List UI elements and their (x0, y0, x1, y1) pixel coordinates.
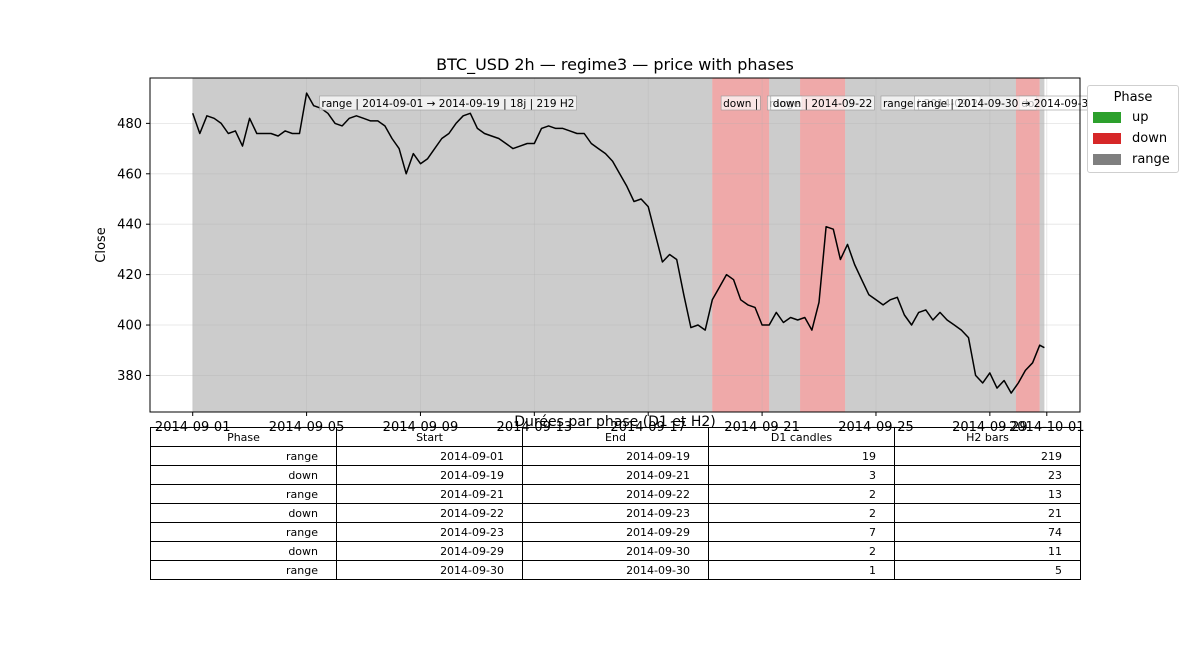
cell-end: 2014-09-23 (522, 503, 709, 523)
table-row: range 2014-09-21 2014-09-22 2 13 (150, 484, 1081, 504)
chart-title: BTC_USD 2h — regime3 — price with phases (436, 55, 794, 75)
cell-phase: range (150, 484, 337, 504)
y-tick-label: 440 (117, 218, 142, 233)
cell-phase: range (150, 446, 337, 466)
cell-start: 2014-09-23 (336, 522, 523, 542)
phase-band-range (1039, 78, 1045, 412)
phase-label-down: down | 2014-09-22 (770, 95, 875, 111)
header-start: Start (336, 427, 523, 447)
plot-frame (149, 77, 1081, 413)
table-row: range 2014-09-23 2014-09-29 7 74 (150, 522, 1081, 542)
phase-label-range: range | 2014-09-01 → 2014-09-19 | 18j | … (319, 95, 577, 111)
header-d1-candles: D1 candles (708, 427, 895, 447)
legend-entry-up: up (1093, 108, 1149, 126)
cell-phase: range (150, 522, 337, 542)
table-row: down 2014-09-19 2014-09-21 3 23 (150, 465, 1081, 485)
cell-phase: down (150, 503, 337, 523)
table-header-row: Phase Start End D1 candles H2 bars (150, 427, 1081, 447)
legend-entry-range: range (1093, 150, 1170, 168)
cell-phase: down (150, 465, 337, 485)
cell-h2-bars: 74 (894, 522, 1081, 542)
phase-bands (192, 78, 1045, 412)
cell-h2-bars: 13 (894, 484, 1081, 504)
cell-d1-candles: 7 (708, 522, 895, 542)
table-row: range 2014-09-01 2014-09-19 19 219 (150, 446, 1081, 466)
phase-label-box (319, 95, 577, 111)
legend: Phase up down range (1087, 85, 1179, 173)
cell-start: 2014-09-30 (336, 560, 523, 580)
grid (150, 78, 1080, 412)
cell-start: 2014-09-21 (336, 484, 523, 504)
cell-h2-bars: 23 (894, 465, 1081, 485)
cell-end: 2014-09-19 (522, 446, 709, 466)
y-tick-label: 480 (117, 117, 142, 132)
table-row: range 2014-09-30 2014-09-30 1 5 (150, 560, 1081, 580)
table-row: down 2014-09-29 2014-09-30 2 11 (150, 541, 1081, 561)
cell-h2-bars: 219 (894, 446, 1081, 466)
cell-start: 2014-09-01 (336, 446, 523, 466)
phase-label-box (720, 95, 761, 111)
legend-swatch-down (1093, 132, 1121, 144)
phase-label-text: down | (723, 98, 758, 110)
phase-label-down: down | (720, 95, 761, 111)
phase-label-text: range | 2014-09-01 → 2014-09-19 | 18j | … (322, 98, 575, 110)
y-tick-label: 420 (117, 268, 142, 283)
phase-label-text: down | 2014-09-22 (773, 98, 873, 110)
cell-h2-bars: 11 (894, 541, 1081, 561)
cell-end: 2014-09-30 (522, 541, 709, 561)
phase-labels: range | 2014-09-01 → 2014-09-19 | 18j | … (319, 95, 1152, 111)
cell-end: 2014-09-29 (522, 522, 709, 542)
legend-label-down: down (1132, 130, 1168, 146)
cell-phase: down (150, 541, 337, 561)
legend-swatch-range (1093, 153, 1121, 165)
price-series (191, 92, 1045, 394)
cell-start: 2014-09-29 (336, 541, 523, 561)
price-line (191, 92, 1045, 394)
cell-d1-candles: 19 (708, 446, 895, 466)
cell-d1-candles: 2 (708, 503, 895, 523)
table-title: Durées par phase (D1 et H2) (514, 414, 716, 430)
cell-start: 2014-09-19 (336, 465, 523, 485)
cell-end: 2014-09-21 (522, 465, 709, 485)
cell-h2-bars: 21 (894, 503, 1081, 523)
y-axis-label: Close (94, 227, 109, 262)
cell-phase: range (150, 560, 337, 580)
table-row: down 2014-09-22 2014-09-23 2 21 (150, 503, 1081, 523)
phase-label-box (770, 95, 875, 111)
header-h2-bars: H2 bars (894, 427, 1081, 447)
header-phase: Phase (150, 427, 337, 447)
phase-band-range (192, 78, 713, 412)
cell-end: 2014-09-22 (522, 484, 709, 504)
phase-band-range (845, 78, 1016, 412)
header-end: End (522, 427, 709, 447)
cell-h2-bars: 5 (894, 560, 1081, 580)
phase-band-range (769, 78, 801, 412)
cell-start: 2014-09-22 (336, 503, 523, 523)
phase-band-down (1015, 78, 1040, 412)
phase-band-down (712, 78, 770, 412)
y-tick-label: 400 (117, 319, 142, 334)
cell-d1-candles: 3 (708, 465, 895, 485)
legend-label-up: up (1132, 109, 1149, 125)
phase-band-down (800, 78, 846, 412)
legend-swatch-up (1093, 111, 1121, 123)
cell-d1-candles: 1 (708, 560, 895, 580)
legend-title: Phase (1113, 90, 1153, 105)
cell-d1-candles: 2 (708, 484, 895, 504)
legend-label-range: range (1132, 151, 1170, 167)
legend-entry-down: down (1093, 129, 1167, 147)
phase-duration-table: Phase Start End D1 candles H2 bars range… (150, 427, 1081, 580)
cell-d1-candles: 2 (708, 541, 895, 561)
cell-end: 2014-09-30 (522, 560, 709, 580)
y-tick-label: 380 (117, 369, 142, 384)
y-tick-label: 460 (117, 167, 142, 182)
